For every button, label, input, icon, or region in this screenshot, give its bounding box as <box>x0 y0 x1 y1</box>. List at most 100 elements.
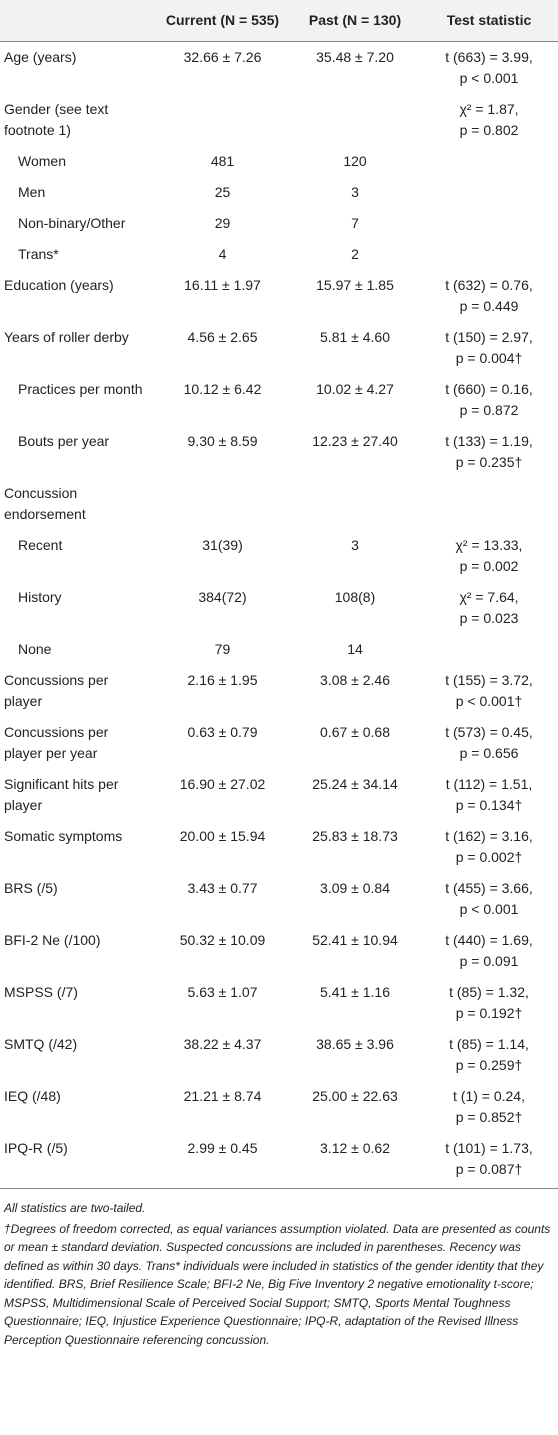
table-row: Education (years) 16.11 ± 1.97 15.97 ± 1.8… <box>0 270 558 322</box>
value-cell: 25.83 ± 18.73 <box>312 828 398 844</box>
row-label: Concussions per player per year <box>4 724 109 761</box>
table-row: MSPSS (/7) 5.63 ± 1.07 5.41 ± 1.16 t (85) =… <box>0 977 558 1029</box>
stat-line: t (455) = 3.66, <box>445 880 533 896</box>
header-row: Current (N = 535) Past (N = 130) Test stat… <box>0 0 558 42</box>
table-row: Bouts per year 9.30 ± 8.59 12.23 ± 27.40 t … <box>0 426 558 478</box>
stat-line: p = 0.002 <box>459 558 519 574</box>
header-cell: Past (N = 130) <box>290 0 420 42</box>
row-label: Concussions per player <box>4 672 109 709</box>
stat-line: p = 0.002† <box>455 849 523 865</box>
value-cell: 50.32 ± 10.09 <box>179 932 266 948</box>
stat-line: p = 0.259† <box>455 1057 523 1073</box>
empty-cell <box>155 94 290 146</box>
value-cell: 35.48 ± 7.20 <box>316 49 394 65</box>
value-cell: 12.23 ± 27.40 <box>312 433 398 449</box>
value-cell: 4 <box>218 246 227 262</box>
empty-cell <box>420 478 558 530</box>
row-label: BFI-2 Ne (/100) <box>4 932 101 948</box>
stat-cell: t (660) = 0.16, p = 0.872 <box>420 374 558 426</box>
value-cell: 9.30 ± 8.59 <box>187 433 258 449</box>
stat-line: p = 0.872 <box>459 402 519 418</box>
table-row: Significant hits per player 16.90 ± 27.02… <box>0 769 558 821</box>
stat-cell: χ² = 13.33, p = 0.002 <box>420 530 558 582</box>
value-cell: 21.21 ± 8.74 <box>183 1088 262 1104</box>
stat-cell: t (85) = 1.14, p = 0.259† <box>420 1029 558 1081</box>
empty-cell <box>420 208 558 239</box>
stat-line: t (663) = 3.99, <box>445 49 533 65</box>
table-row: SMTQ (/42) 38.22 ± 4.37 38.65 ± 3.96 t (85)… <box>0 1029 558 1081</box>
table-row: Women 481 120 <box>0 146 558 177</box>
stat-cell: t (112) = 1.51, p = 0.134† <box>420 769 558 821</box>
stat-line: p < 0.001† <box>455 693 523 709</box>
stat-line: t (85) = 1.14, <box>449 1036 529 1052</box>
value-cell: 15.97 ± 1.85 <box>316 277 394 293</box>
value-cell: 4.56 ± 2.65 <box>187 329 258 345</box>
value-cell: 31(39) <box>202 537 243 553</box>
stat-cell: t (663) = 3.99, p < 0.001 <box>420 42 558 95</box>
stat-line: t (660) = 0.16, <box>445 381 533 397</box>
row-label: Gender (see text footnote 1) <box>4 101 109 138</box>
row-label: Non-binary/Other <box>18 215 126 231</box>
table-body: Age (years) 32.66 ± 7.26 35.48 ± 7.20 t (66… <box>0 42 558 1189</box>
value-cell: 108(8) <box>334 589 376 605</box>
stat-line: p = 0.023 <box>459 610 519 626</box>
row-label: Significant hits per player <box>4 776 119 813</box>
empty-cell <box>420 146 558 177</box>
table-row: Recent 31(39) 3 χ² = 13.33, p = 0.002 <box>0 530 558 582</box>
row-label: Recent <box>18 537 63 553</box>
value-cell: 5.81 ± 4.60 <box>320 329 390 345</box>
value-cell: 5.63 ± 1.07 <box>187 984 258 1000</box>
stat-line: t (150) = 2.97, <box>445 329 533 345</box>
value-cell: 0.63 ± 0.79 <box>187 724 258 740</box>
empty-cell <box>290 478 420 530</box>
stat-line: p = 0.852† <box>455 1109 523 1125</box>
value-cell: 52.41 ± 10.94 <box>312 932 398 948</box>
row-label: Years of roller derby <box>4 329 129 345</box>
table-row: Gender (see text footnote 1) χ² = 1.87, p … <box>0 94 558 146</box>
row-label: Bouts per year <box>18 433 110 449</box>
value-cell: 0.67 ± 0.68 <box>320 724 390 740</box>
stat-line: t (85) = 1.32, <box>449 984 529 1000</box>
table-row: Concussions per player per year 0.63 ± 0.… <box>0 717 558 769</box>
value-cell: 481 <box>210 153 235 169</box>
table-row: History 384(72) 108(8) χ² = 7.64, p = 0.023 <box>0 582 558 634</box>
stat-cell: t (85) = 1.32, p = 0.192† <box>420 977 558 1029</box>
stat-cell: t (150) = 2.97, p = 0.004† <box>420 322 558 374</box>
value-cell: 2.99 ± 0.45 <box>155 1133 290 1189</box>
header-cell: Current (N = 535) <box>155 0 290 42</box>
table-row: Concussion endorsement <box>0 478 558 530</box>
stat-cell: t (632) = 0.76, p = 0.449 <box>420 270 558 322</box>
table-row: None 79 14 <box>0 634 558 665</box>
stat-line: t (1) = 0.24, <box>453 1088 525 1104</box>
row-label: BRS (/5) <box>4 880 58 896</box>
stat-line: t (155) = 3.72, <box>445 672 533 688</box>
stat-line: t (440) = 1.69, <box>445 932 533 948</box>
stat-cell: t (1) = 0.24, p = 0.852† <box>420 1081 558 1133</box>
stat-line: p = 0.134† <box>455 797 523 813</box>
value-cell: 5.41 ± 1.16 <box>320 984 390 1000</box>
stat-cell: t (573) = 0.45, p = 0.656 <box>420 717 558 769</box>
stat-line: t (632) = 0.76, <box>445 277 533 293</box>
stat-line: χ² = 1.87, <box>459 101 519 117</box>
table-row: IPQ-R (/5) 2.99 ± 0.45 3.12 ± 0.62 t (101) … <box>0 1133 558 1189</box>
value-cell: 29 <box>214 215 231 231</box>
stat-line: p = 0.449 <box>459 298 519 314</box>
value-cell: 384(72) <box>198 589 247 605</box>
value-cell: 79 <box>214 641 231 657</box>
value-cell: 25 <box>214 184 231 200</box>
footnotes: All statistics are two-tailed. †Degrees o… <box>0 1189 558 1349</box>
row-label: MSPSS (/7) <box>4 984 78 1000</box>
table-row: Somatic symptoms 20.00 ± 15.94 25.83 ± 18.… <box>0 821 558 873</box>
stat-line: t (101) = 1.73, <box>445 1140 533 1156</box>
empty-cell <box>420 634 558 665</box>
stat-line: p < 0.001 <box>459 901 519 917</box>
row-label: Somatic symptoms <box>4 828 123 844</box>
value-cell: 10.12 ± 6.42 <box>183 381 262 397</box>
row-label: Practices per month <box>18 381 143 397</box>
header-cell <box>0 0 155 42</box>
stat-line: p = 0.656 <box>459 745 519 761</box>
table-row: IEQ (/48) 21.21 ± 8.74 25.00 ± 22.63 t (1) … <box>0 1081 558 1133</box>
footnote: †Degrees of freedom corrected, as equal … <box>4 1221 551 1347</box>
row-label: Women <box>18 153 66 169</box>
